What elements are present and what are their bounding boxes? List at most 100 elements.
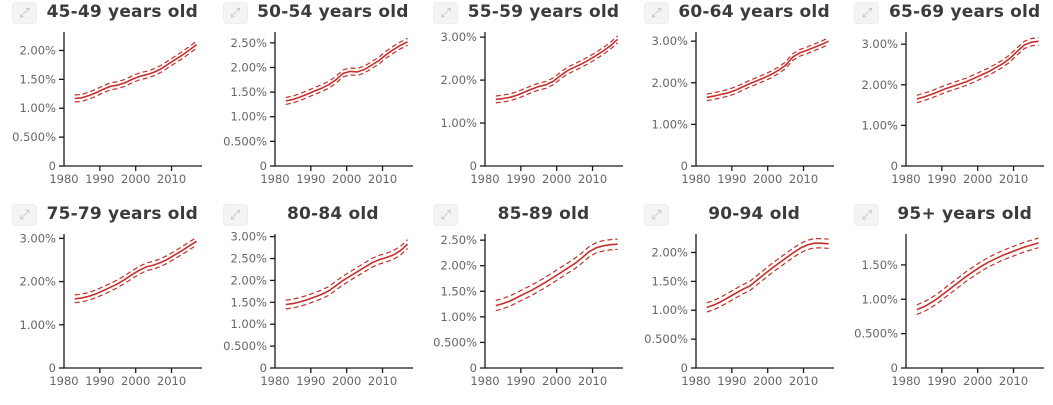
series-line-estimate	[495, 243, 618, 307]
series-line-lower_bound	[285, 248, 408, 310]
y-tick-label: 0	[49, 361, 56, 375]
chart-title: 65-69 years old	[888, 2, 1041, 22]
x-tick-label: 1980	[892, 172, 921, 186]
y-tick-label: 2.00%	[862, 78, 899, 92]
expand-button[interactable]: ⤢	[12, 204, 37, 226]
y-tick-label: 0	[259, 361, 266, 375]
series-line-upper_bound	[495, 35, 619, 97]
y-tick-label: 0	[891, 159, 898, 173]
x-tick-label: 2000	[332, 374, 361, 388]
chart-panel: ⤢ 60-64 years old 0 1.00% 2.00% 3.00% 1980 19…	[632, 0, 843, 202]
expand-button[interactable]: ⤢	[854, 2, 880, 24]
chart-plot: 0 1.00% 2.00% 3.00% 1980 1990 2000 2010	[862, 32, 1045, 186]
x-tick-label: 1990	[928, 374, 957, 388]
chart-plot: 0 1.00% 2.00% 3.00% 1980 1990 2000 2010	[441, 30, 624, 186]
chart-plot: 0 0.500% 1.00% 1.50% 2.00% 2.50% 3.00% 1980 1990…	[223, 230, 413, 388]
expand-button[interactable]: ⤢	[222, 204, 248, 226]
y-tick-label: 1.00%	[441, 116, 478, 130]
y-tick-label: 2.50%	[230, 36, 267, 50]
y-tick-label: 0	[680, 361, 687, 375]
expand-icon: ⤢	[440, 5, 451, 21]
x-tick-label: 2000	[963, 172, 992, 186]
expand-icon: ⤢	[651, 5, 662, 21]
y-tick-label: 1.00%	[19, 318, 56, 332]
chart-title: 45-49 years old	[46, 2, 199, 22]
axis-lines	[484, 234, 624, 369]
axis-lines	[905, 32, 1045, 167]
series-line-lower_bound	[917, 44, 1040, 104]
y-tick-label: 3.00%	[441, 30, 478, 44]
x-tick-label: 1990	[296, 374, 325, 388]
y-tick-label: 1.00%	[19, 101, 56, 115]
chart-title: 60-64 years old	[678, 2, 830, 22]
chart-plot: 0 0.500% 1.00% 1.50% 1980 1990 2000 2010	[855, 234, 1045, 388]
y-tick-label: 0	[470, 159, 477, 173]
series-line-estimate	[916, 40, 1040, 100]
series-line-lower_bound	[706, 43, 829, 102]
y-tick-label: 1.00%	[651, 117, 688, 131]
expand-button[interactable]: ⤢	[433, 2, 459, 24]
y-tick-label: 3.00%	[862, 37, 899, 51]
expand-icon: ⤢	[861, 5, 873, 21]
x-tick-label: 2010	[999, 374, 1028, 388]
series-line-estimate	[285, 243, 408, 306]
expand-button[interactable]: ⤢	[222, 2, 248, 24]
series-line-estimate	[495, 38, 619, 101]
y-tick-label: 0	[49, 159, 56, 173]
x-tick-label: 2000	[332, 172, 361, 186]
series-line-lower_bound	[74, 244, 197, 304]
chart-plot: 0 1.00% 2.00% 3.00% 1980 1990 2000 2010	[651, 32, 834, 186]
chart-plot: 0 0.500% 1.00% 1.50% 2.00% 2.50% 1980 1990 2000 2…	[433, 233, 624, 388]
expand-icon: ⤢	[19, 5, 30, 21]
x-tick-label: 2010	[157, 374, 186, 388]
x-tick-label: 1980	[260, 374, 289, 388]
series-line-estimate	[706, 40, 829, 99]
x-tick-label: 2010	[578, 374, 607, 388]
y-tick-label: 1.50%	[19, 72, 56, 86]
x-tick-label: 1980	[681, 374, 710, 388]
expand-icon: ⤢	[440, 207, 451, 223]
chart-panel: ⤢ 85-89 old 0 0.500% 1.00% 1.50% 2.00% 2.50% 1…	[421, 202, 632, 404]
y-tick-label: 0	[470, 361, 477, 375]
series-line-lower_bound	[706, 247, 829, 313]
axis-lines	[695, 234, 834, 369]
expand-button[interactable]: ⤢	[643, 2, 669, 24]
x-tick-label: 1980	[260, 172, 289, 186]
x-tick-label: 2010	[789, 374, 818, 388]
y-tick-label: 1.50%	[230, 85, 267, 99]
y-tick-label: 0	[680, 159, 687, 173]
x-tick-label: 1980	[681, 172, 710, 186]
expand-button[interactable]: ⤢	[854, 204, 880, 226]
y-tick-label: 0.500%	[433, 335, 477, 349]
y-tick-label: 0.500%	[644, 332, 688, 346]
series-line-lower_bound	[495, 248, 618, 312]
x-tick-label: 2000	[963, 374, 992, 388]
y-tick-label: 1.50%	[862, 258, 899, 272]
x-tick-label: 2000	[542, 172, 571, 186]
y-tick-label: 3.00%	[19, 231, 56, 245]
chart-title: 95+ years old	[897, 204, 1032, 224]
y-tick-label: 2.00%	[441, 259, 478, 273]
chart-panel: ⤢ 75-79 years old 0 1.00% 2.00% 3.00% 1980 19…	[0, 202, 211, 404]
series-line-lower_bound	[916, 247, 1040, 315]
x-tick-label: 1990	[506, 374, 535, 388]
y-tick-label: 2.50%	[441, 233, 478, 247]
expand-button[interactable]: ⤢	[433, 204, 459, 226]
series-line-upper_bound	[495, 238, 618, 302]
chart-panel: ⤢ 90-94 old 0 0.500% 1.00% 1.50% 2.00% 1980 19…	[632, 202, 843, 404]
x-tick-label: 2010	[367, 374, 396, 388]
y-tick-label: 2.00%	[651, 76, 688, 90]
chart-panel: ⤢ 50-54 years old 0 0.500% 1.00% 1.50% 2.00%…	[211, 0, 422, 202]
axis-lines	[273, 234, 413, 369]
x-tick-label: 1990	[85, 172, 114, 186]
expand-button[interactable]: ⤢	[643, 204, 669, 226]
y-tick-label: 2.00%	[19, 43, 56, 57]
y-tick-label: 0	[259, 159, 266, 173]
x-tick-label: 2000	[542, 374, 571, 388]
chart-plot: 0 1.00% 2.00% 3.00% 1980 1990 2000 2010	[19, 231, 202, 388]
x-tick-label: 1990	[506, 172, 535, 186]
series-line-estimate	[74, 240, 198, 300]
x-tick-label: 1980	[892, 374, 921, 388]
chart-title: 75-79 years old	[46, 204, 199, 224]
expand-button[interactable]: ⤢	[12, 2, 37, 24]
